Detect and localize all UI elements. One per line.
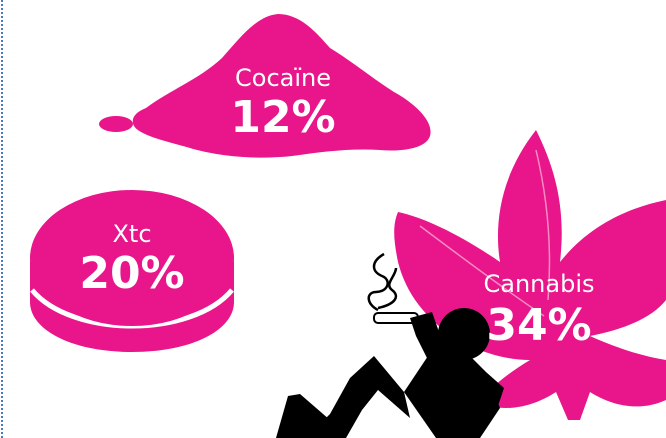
cocaine-name: Cocaïne (235, 64, 331, 92)
cannabis-name: Cannabis (483, 270, 595, 298)
dotted-left-border (1, 0, 3, 438)
powder-pile-icon (99, 14, 431, 158)
pill-icon (30, 190, 234, 352)
xtc-percent: 20% (79, 248, 185, 299)
xtc-name: Xtc (112, 220, 152, 248)
cannabis-leaf-icon (394, 130, 666, 420)
xtc-label: Xtc 20% (70, 222, 194, 296)
cannabis-label: Cannabis 34% (470, 272, 608, 348)
cocaine-percent: 12% (230, 92, 336, 143)
reclining-smoker-icon (276, 252, 504, 438)
cannabis-percent: 34% (486, 300, 592, 351)
cocaine-label: Cocaïne 12% (218, 66, 348, 140)
